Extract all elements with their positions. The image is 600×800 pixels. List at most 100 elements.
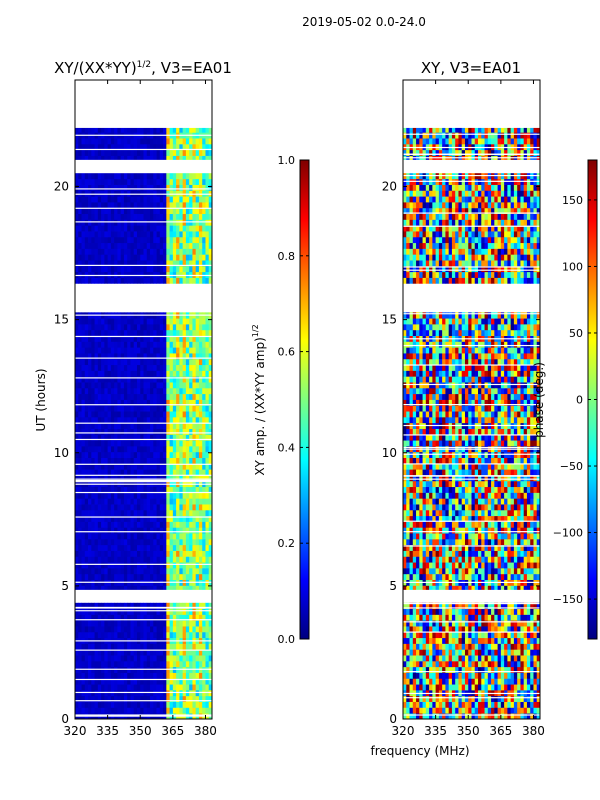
heat-cell [97,672,102,679]
heat-cell [169,242,174,249]
heat-cell [474,608,479,615]
heat-cell [185,364,190,371]
heat-cell [478,585,482,592]
heat-cell [185,393,190,400]
heat-cell [78,515,82,522]
heat-cell [163,353,167,360]
heat-cell [150,213,154,220]
heat-cell [442,573,446,580]
heat-cell [120,550,125,557]
heat-cell [451,649,456,656]
heat-cell [91,231,95,238]
heat-cell [143,486,148,493]
heat-cell [143,538,148,546]
flagged-line [75,134,212,136]
heat-cell [78,248,82,255]
heat-cell [182,190,187,197]
heat-cell [84,562,89,569]
heat-cell [474,626,479,633]
heat-cell [205,585,210,592]
heat-cell [163,265,167,273]
heat-cell [156,155,161,162]
heat-cell [176,544,180,551]
heat-cell [448,707,453,714]
heat-cell [487,631,492,639]
heat-cell [169,527,174,534]
heat-cell [91,236,95,244]
heat-cell [166,492,170,499]
heat-cell [195,172,200,180]
heat-cell [110,347,115,354]
heat-cell [133,416,138,424]
heat-cell [432,626,437,633]
heat-cell [478,707,482,714]
heat-cell [182,231,187,238]
heat-cell [97,614,102,621]
heat-cell [205,422,210,429]
heat-cell [192,248,197,255]
heat-cell [104,207,109,215]
heat-cell [140,213,144,220]
heat-cell [172,585,177,592]
heat-cell [461,707,466,714]
heat-cell [169,277,174,284]
heat-cell [133,231,138,238]
heat-cell [84,655,89,662]
heat-cell [198,602,203,610]
heat-cell [140,405,144,412]
heat-cell [179,358,184,366]
heat-cell [166,265,170,273]
heat-cell [507,585,512,592]
heat-cell [101,138,105,145]
heat-cell [166,498,170,505]
heat-cell [75,707,79,714]
heat-cell [182,521,187,528]
heat-cell [176,172,180,180]
heat-cell [159,562,164,569]
heat-cell [101,265,105,273]
heat-cell [120,521,125,528]
heat-cell [107,573,112,580]
heat-cell [88,254,92,261]
heat-cell [510,602,515,610]
heat-cell [205,376,210,383]
heat-cell [150,498,154,505]
heat-cell [127,649,131,656]
heat-cell [412,585,417,592]
heat-cell [150,602,154,610]
heat-cell [189,678,193,685]
heat-cell [198,678,203,685]
heat-cell [94,201,99,209]
heat-cell [156,556,161,563]
heat-cell [127,178,131,185]
heat-cell [208,556,212,563]
heat-cell [123,649,128,656]
heat-cell [78,457,82,464]
heat-cell [130,521,135,528]
heat-cell [176,660,180,668]
heat-cell [189,260,193,267]
heat-cell [101,533,105,540]
heat-cell [513,684,518,691]
heat-cell [133,353,138,360]
heat-cell [163,655,167,662]
heat-cell [172,515,177,522]
heat-cell [94,236,99,244]
heat-cell [205,172,210,180]
heat-cell [166,701,170,708]
heat-cell [140,347,144,354]
heat-cell [474,695,479,702]
heat-cell [153,277,157,284]
heat-cell [208,219,212,226]
heat-cell [412,602,417,610]
heat-cell [130,544,135,551]
heat-cell [189,155,193,162]
heat-cell [104,643,109,650]
heat-cell [101,225,105,232]
heat-cell [133,585,138,592]
heat-cell [130,649,135,656]
heat-cell [172,643,177,650]
heat-cell [432,684,437,691]
heat-cell [136,684,141,691]
heat-cell [159,213,164,220]
